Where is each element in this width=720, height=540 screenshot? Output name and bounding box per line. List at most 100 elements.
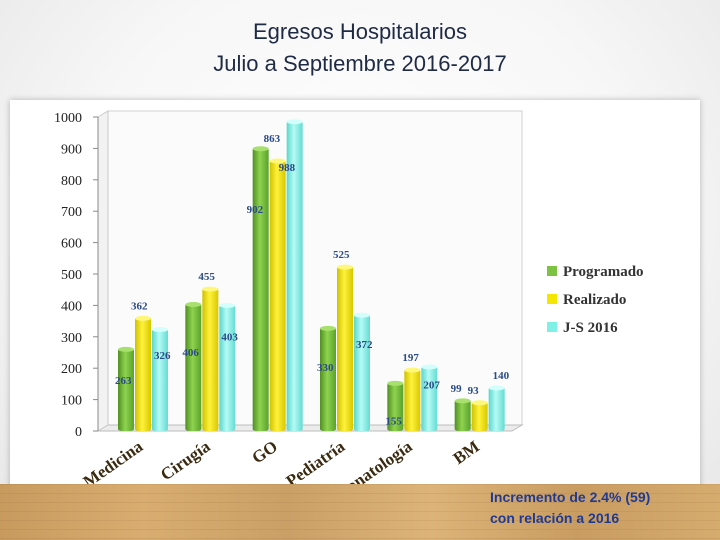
bar-cap — [185, 302, 202, 308]
bar-body — [354, 314, 370, 431]
chart-frame: 0 100 200 300 400 500 600 700 800 900 1000 263 406 9… — [10, 100, 700, 525]
bar-cap — [454, 398, 471, 404]
y-tick-label: 1000 — [54, 111, 82, 126]
bar-cap — [269, 158, 286, 164]
legend-label: J-S 2016 — [563, 320, 618, 336]
bar-pediatría-0 — [320, 325, 336, 431]
legend-swatch — [547, 266, 557, 276]
data-label: 455 — [198, 271, 215, 283]
bar-cap — [252, 146, 269, 152]
bar-body — [152, 328, 168, 431]
bar-bm-2 — [488, 385, 505, 431]
chart-title-line1: Egresos Hospitalarios — [253, 19, 467, 44]
legend: Programado Realizado J-S 2016 — [547, 264, 644, 336]
bar-body — [320, 327, 336, 431]
data-label: 330 — [317, 362, 334, 374]
data-label: 263 — [115, 375, 132, 387]
increment-note: Incremento de 2.4% (59) con relación a 2… — [490, 487, 715, 529]
bar-body — [404, 369, 421, 431]
y-tick-label: 700 — [61, 205, 82, 220]
wood-floor — [0, 484, 720, 540]
bar-neonatología-0 — [387, 380, 404, 431]
x-tick-label: Cirugía — [157, 436, 214, 484]
bar-cap — [421, 364, 438, 370]
bar-body — [202, 288, 219, 431]
y-tick-label: 500 — [61, 268, 82, 283]
bar-cirugía-0 — [185, 302, 202, 431]
bar-neonatología-1 — [404, 367, 421, 431]
bar-go-1 — [269, 158, 286, 431]
y-tick-label: 400 — [61, 299, 82, 314]
data-label: 902 — [247, 204, 264, 216]
legend-swatch — [547, 294, 557, 304]
bar-pediatría-2 — [354, 312, 370, 431]
y-tick-label: 100 — [61, 394, 82, 409]
y-tick-label: 0 — [75, 425, 82, 440]
y-tick-label: 800 — [61, 174, 82, 189]
data-label: 140 — [493, 370, 510, 382]
data-label: 99 — [451, 383, 463, 395]
data-label: 863 — [264, 133, 281, 145]
bar-bm-0 — [454, 398, 471, 431]
y-axis: 0 100 200 300 400 500 600 700 800 900 1000 — [54, 111, 99, 440]
bar-cirugía-2 — [219, 302, 236, 431]
x-tick-label: BM — [450, 437, 483, 468]
x-tick-label: GO — [248, 437, 281, 468]
y-tick-label: 900 — [61, 142, 82, 157]
bar-body — [252, 147, 269, 431]
bar-cap — [320, 325, 336, 331]
increment-note-line1: Incremento de 2.4% (59) — [490, 489, 651, 505]
bar-body — [269, 160, 286, 431]
bar-body — [454, 399, 471, 431]
plot-side-wall — [97, 110, 109, 432]
data-label: 403 — [221, 331, 238, 343]
chart-title-line2: Julio a Septiembre 2016-2017 — [213, 51, 507, 76]
bar-cap — [404, 367, 421, 373]
bar-cap — [286, 119, 303, 125]
bar-body — [286, 120, 303, 431]
legend-label: Programado — [563, 264, 644, 280]
bar-cap — [202, 286, 219, 292]
bar-go-0 — [252, 146, 269, 431]
bar-cap — [135, 315, 151, 321]
bar-body — [185, 303, 202, 431]
bar-body — [488, 387, 505, 431]
bar-cap — [471, 400, 488, 406]
data-label: 155 — [385, 415, 402, 427]
bars: 263 406 902 330 155 99 362 455 863 525 197 93 326 403… — [115, 119, 510, 431]
y-tick-label: 200 — [61, 362, 82, 377]
bar-cap — [118, 346, 134, 352]
bar-body — [135, 317, 151, 431]
data-label: 326 — [154, 350, 171, 362]
data-label: 362 — [131, 300, 148, 312]
bar-body — [118, 348, 134, 431]
data-label: 197 — [402, 352, 419, 364]
data-label: 406 — [182, 347, 199, 359]
bar-body — [337, 266, 353, 431]
bar-cap — [219, 302, 236, 308]
data-label: 525 — [333, 249, 350, 261]
bar-body — [219, 304, 236, 431]
bar-body — [421, 366, 438, 431]
plot-back-wall — [107, 110, 523, 426]
y-tick-label: 600 — [61, 237, 82, 252]
bar-cap — [354, 312, 370, 318]
bar-medicina-1 — [135, 315, 151, 431]
bar-cap — [152, 327, 168, 333]
bar-cap — [488, 385, 505, 391]
data-label: 988 — [279, 162, 296, 174]
bar-pediatría-1 — [337, 264, 353, 431]
bar-body — [387, 382, 404, 431]
bar-body — [471, 401, 488, 431]
increment-note-line2: con relación a 2016 — [490, 510, 620, 526]
data-label: 93 — [468, 385, 480, 397]
bar-chart: 0 100 200 300 400 500 600 700 800 900 1000 263 406 9… — [54, 110, 644, 507]
bar-medicina-2 — [152, 327, 168, 431]
data-label: 207 — [423, 379, 440, 391]
legend-swatch — [547, 322, 557, 332]
bar-cirugía-1 — [202, 286, 219, 431]
bar-neonatología-2 — [421, 364, 438, 431]
legend-label: Realizado — [563, 292, 626, 308]
bar-bm-1 — [471, 400, 488, 431]
bar-go-2 — [286, 119, 303, 431]
